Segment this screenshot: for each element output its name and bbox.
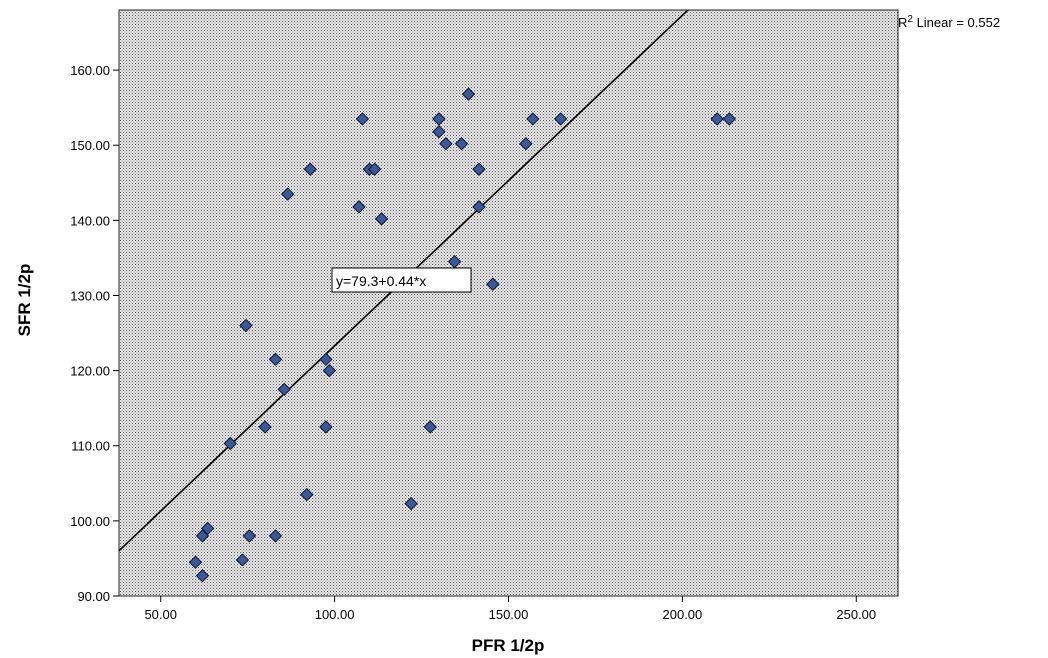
data-point bbox=[432, 112, 446, 126]
data-point bbox=[355, 112, 370, 126]
equation-text: y=79.3+0.44*x bbox=[336, 273, 426, 289]
x-tick-label: 200.00 bbox=[663, 607, 703, 622]
r-squared-label: R2 Linear = 0.552 bbox=[898, 14, 1000, 31]
data-point bbox=[374, 212, 389, 226]
data-point bbox=[188, 555, 203, 569]
y-tick-label: 140.00 bbox=[70, 213, 110, 228]
data-point bbox=[526, 112, 540, 126]
data-point bbox=[553, 112, 568, 126]
data-point bbox=[432, 125, 446, 139]
data-point bbox=[461, 87, 476, 101]
x-tick-label: 50.00 bbox=[144, 607, 177, 622]
data-point bbox=[200, 521, 215, 536]
x-tick-label: 250.00 bbox=[836, 607, 876, 622]
data-point bbox=[277, 382, 291, 397]
data-point bbox=[352, 200, 366, 214]
data-point bbox=[710, 112, 724, 126]
x-axis: 50.00 100.00 150.00 200.00 250.00 bbox=[144, 596, 876, 622]
y-tick-label: 160.00 bbox=[70, 63, 110, 78]
data-point bbox=[472, 162, 486, 176]
data-point bbox=[195, 529, 210, 543]
equation-label: y=79.3+0.44*x bbox=[331, 267, 472, 293]
data-point bbox=[268, 529, 283, 543]
data-point bbox=[319, 420, 333, 434]
data-point bbox=[223, 436, 237, 451]
data-point bbox=[486, 277, 500, 291]
regression-line bbox=[119, 10, 690, 552]
y-tick-label: 130.00 bbox=[70, 288, 110, 303]
x-tick-label: 150.00 bbox=[489, 607, 529, 622]
y-tick-label: 120.00 bbox=[70, 364, 110, 379]
data-point bbox=[472, 200, 486, 214]
data-point bbox=[235, 553, 250, 567]
data-point bbox=[303, 162, 317, 176]
data-point bbox=[280, 187, 295, 201]
data-point bbox=[300, 487, 314, 502]
x-axis-title: PFR 1/2p bbox=[472, 636, 545, 655]
x-tick-label: 100.00 bbox=[315, 607, 355, 622]
data-point bbox=[258, 420, 272, 434]
y-axis: 90.00 100.00 110.00 120.00 130.00 140.00 150.0… bbox=[70, 63, 119, 604]
data-point bbox=[423, 420, 437, 434]
data-point bbox=[454, 137, 469, 151]
y-axis-title: SFR 1/2p bbox=[15, 264, 34, 337]
data-point bbox=[268, 352, 283, 367]
data-point bbox=[722, 112, 737, 126]
y-tick-label: 90.00 bbox=[77, 589, 110, 604]
data-point bbox=[319, 352, 333, 367]
plot-area bbox=[118, 9, 899, 597]
data-point bbox=[367, 162, 382, 176]
data-point bbox=[404, 496, 418, 511]
y-tick-label: 150.00 bbox=[70, 138, 110, 153]
data-point bbox=[242, 529, 257, 543]
data-point bbox=[322, 363, 337, 378]
data-point bbox=[239, 318, 253, 333]
data-point bbox=[439, 137, 453, 151]
y-tick-label: 100.00 bbox=[70, 514, 110, 529]
y-tick-label: 110.00 bbox=[71, 439, 110, 454]
data-points bbox=[188, 87, 737, 583]
data-point bbox=[195, 569, 210, 583]
data-point bbox=[519, 137, 533, 151]
